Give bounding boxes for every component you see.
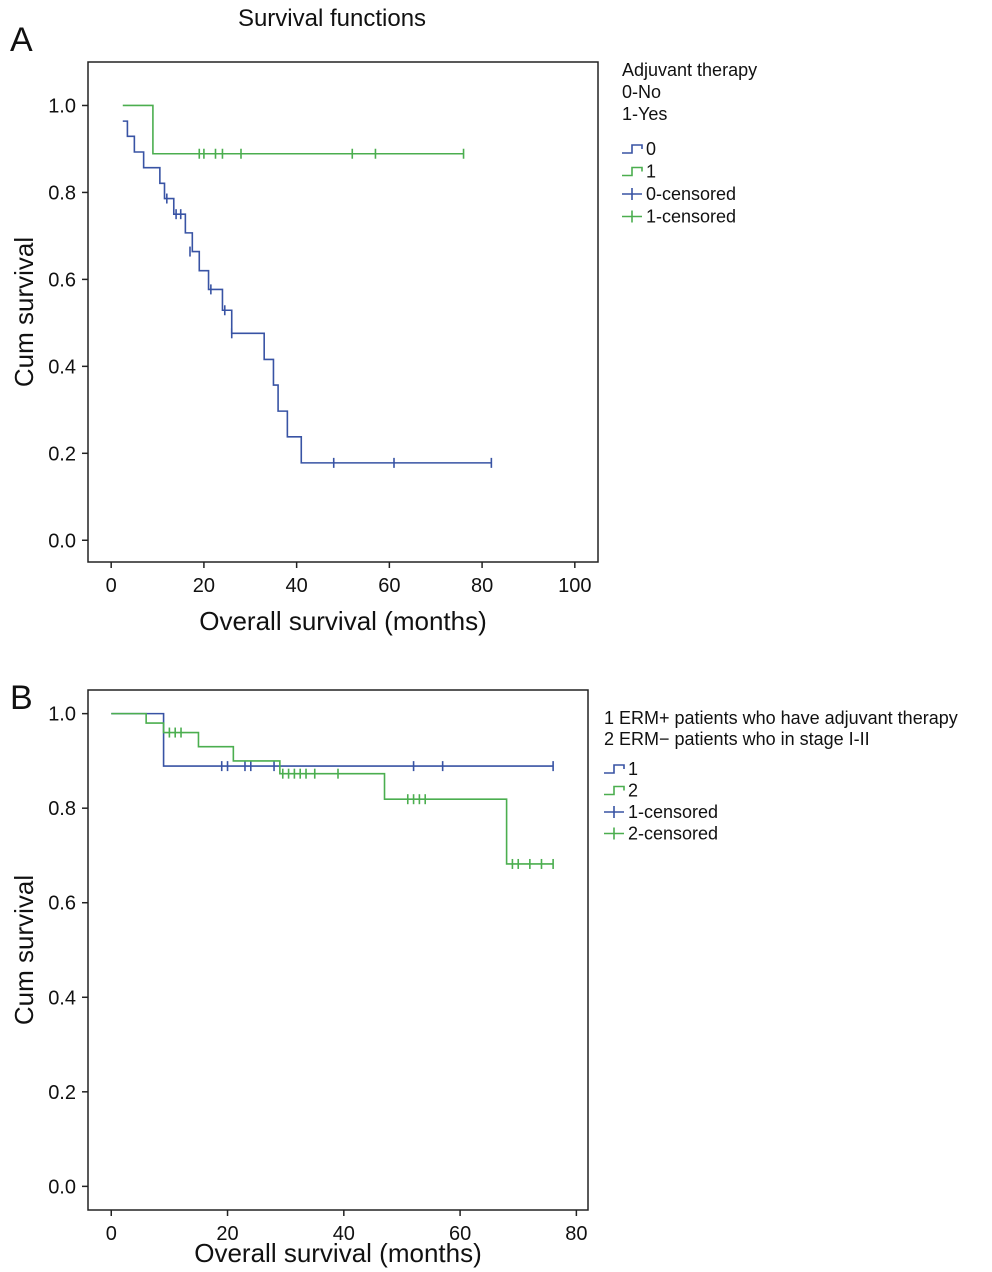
panel-b-legend-label: 2 <box>628 781 638 801</box>
panel-a-y-tick-label: 1.0 <box>48 95 76 117</box>
panel-a-x-tick-label: 60 <box>378 575 400 597</box>
panel-a-legend-step-symbol <box>622 166 643 177</box>
panel-b-letter: B <box>10 679 33 717</box>
panel-b-y-tick-label: 0.8 <box>48 798 76 820</box>
panel-a-series-0-line <box>122 120 492 464</box>
panel-b-legend-step-symbol <box>604 785 625 796</box>
panel-b-x-tick-label: 0 <box>106 1223 117 1245</box>
panel-a-legend-label: 0-censored <box>646 184 736 204</box>
panel-b-x-tick-label: 40 <box>333 1223 355 1245</box>
panel-a-y-tick-label: 0.8 <box>48 182 76 204</box>
panel-a-chart: A Survival functions 0.0 0.2 0.4 0.6 0.8 1.0 0 20… <box>9 5 757 636</box>
panel-b-y-axis-label: Cum survival <box>9 875 39 1025</box>
panel-a-y-tick-label: 0.0 <box>48 530 76 552</box>
panel-b-series-1-line <box>111 712 554 767</box>
panel-a-letter: A <box>10 21 33 59</box>
panel-a-x-tick-label: 80 <box>471 575 493 597</box>
panel-b-legend-step-symbol <box>604 764 625 774</box>
panel-b-x-tick-label: 20 <box>216 1223 238 1245</box>
panel-a-plot-frame <box>87 61 599 563</box>
panel-a-y-axis-label: Cum survival <box>9 237 39 387</box>
panel-b-plot-frame <box>87 689 589 1211</box>
panel-b-y-tick-label: 0.4 <box>48 987 76 1009</box>
panel-b-y-tick-label: 0.6 <box>48 893 76 915</box>
panel-b-series-2-line <box>111 712 554 865</box>
panel-a-x-axis-label: Overall survival (months) <box>199 606 487 636</box>
panel-a-x-tick-label: 40 <box>286 575 308 597</box>
panel-b-legend-header: 1 ERM+ patients who have adjuvant therap… <box>604 708 958 728</box>
panel-b-y-tick-label: 0.2 <box>48 1082 76 1104</box>
panel-b-legend-header: 2 ERM− patients who in stage I-II <box>604 729 870 749</box>
panel-b-x-tick-label: 80 <box>565 1223 587 1245</box>
panel-b-y-tick-label: 1.0 <box>48 704 76 726</box>
panel-a-x-tick-label: 100 <box>558 575 591 597</box>
panel-b-legend-label: 1-censored <box>628 802 718 822</box>
panel-b-legend-label: 2-censored <box>628 824 718 844</box>
panel-a-series-1-line <box>122 104 464 155</box>
panel-b-chart: B 0.0 0.2 0.4 0.6 0.8 1.0 0 20 40 60 80 Overall surv… <box>9 679 958 1268</box>
panel-b-legend-label: 1 <box>628 759 638 779</box>
panel-a-legend-header: 0-No <box>622 82 661 102</box>
panel-b-x-axis-label: Overall survival (months) <box>194 1238 482 1268</box>
panel-a-legend-label: 1-censored <box>646 207 736 227</box>
panel-a-legend-header: Adjuvant therapy <box>622 60 757 80</box>
panel-a-legend-step-symbol <box>622 144 643 154</box>
panel-a-x-tick-label: 0 <box>106 575 117 597</box>
panel-a-y-tick-label: 0.2 <box>48 443 76 465</box>
panel-b-x-tick-label: 60 <box>449 1223 471 1245</box>
panel-a-y-tick-label: 0.4 <box>48 356 76 378</box>
panel-a-legend-label: 0 <box>646 139 656 159</box>
panel-a-x-tick-label: 20 <box>193 575 215 597</box>
panel-a-title: Survival functions <box>238 5 426 32</box>
panel-a-legend-label: 1 <box>646 162 656 182</box>
panel-a-legend-header: 1-Yes <box>622 104 667 124</box>
panel-a-y-tick-label: 0.6 <box>48 269 76 291</box>
panel-b-y-tick-label: 0.0 <box>48 1176 76 1198</box>
